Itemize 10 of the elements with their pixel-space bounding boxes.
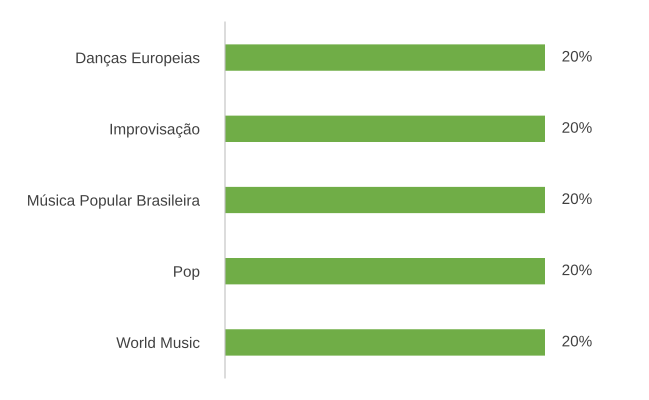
y-tick-label: Danças Europeias (76, 52, 200, 66)
data-label: 20% (562, 50, 592, 62)
data-label: 20% (562, 264, 592, 276)
y-tick-label: Música Popular Brasileira (28, 194, 200, 209)
y-tick-label: Pop (174, 266, 200, 280)
y-tick-label: World Music (116, 336, 200, 348)
data-label: 20% (562, 336, 592, 346)
y-tick-label: Improvisação (110, 123, 200, 138)
data-label: 20% (562, 193, 592, 204)
data-label: 20% (562, 122, 592, 133)
